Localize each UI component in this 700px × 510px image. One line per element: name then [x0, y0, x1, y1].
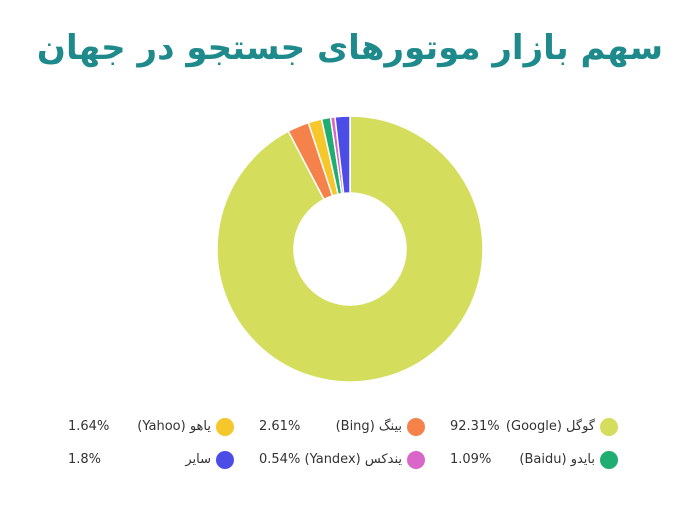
pie-slice	[216, 115, 484, 383]
legend-swatch	[600, 418, 618, 436]
legend-value: 1.09%	[450, 452, 492, 467]
legend-label: سایر	[185, 452, 211, 467]
legend-value: 1.8%	[68, 452, 102, 467]
legend-value: 0.54%	[259, 452, 301, 467]
legend-swatch	[407, 418, 425, 436]
legend: گوگل (Google) 92.31% بینگ (Bing) 2.61% یاهو …	[62, 418, 622, 478]
legend-label: گوگل (Google)	[505, 419, 595, 434]
legend-swatch	[600, 451, 618, 469]
legend-label: یاهو (Yahoo)	[137, 419, 211, 434]
legend-value: 1.64%	[68, 419, 110, 434]
legend-value: 2.61%	[259, 419, 301, 434]
legend-swatch	[216, 451, 234, 469]
chart-title: سهم بازار موتورهای جستجو در جهان	[36, 28, 664, 68]
legend-label: یندکس (Yandex)	[304, 452, 403, 467]
legend-label: بینگ (Bing)	[335, 419, 402, 434]
legend-swatch	[407, 451, 425, 469]
legend-value: 92.31%	[450, 419, 500, 434]
pie-slice	[334, 115, 351, 195]
legend-swatch	[216, 418, 234, 436]
legend-label: بایدو (Baidu)	[519, 452, 595, 467]
